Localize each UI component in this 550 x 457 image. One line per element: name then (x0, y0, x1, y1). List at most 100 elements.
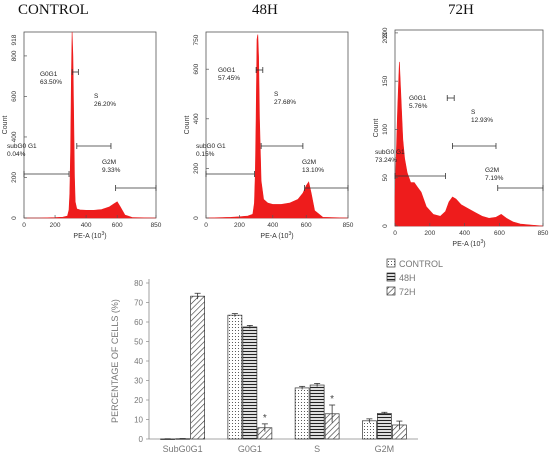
y-tick-label: 200 (11, 172, 18, 183)
y-tick-label: 0 (11, 216, 18, 220)
gate-percent: 26.20% (94, 101, 116, 108)
histogram-area (24, 31, 157, 219)
y-tick-label: 50 (382, 174, 389, 182)
y-tick-label: 0 (193, 216, 200, 220)
gate-percent: 12.93% (471, 117, 493, 124)
x-tick-label: 400 (81, 222, 92, 229)
bar-chart-cell-cycle: 0 10 20 30 40 50 60 70 80 PERCENTAGE OF CELLS (%)… (110, 258, 443, 454)
y-tick-label: 400 (11, 131, 18, 142)
y-tick-label: 400 (193, 113, 200, 124)
gate-percent: 7.19% (485, 175, 504, 182)
y-tick-label: 800 (11, 50, 18, 61)
legend-swatch (386, 272, 396, 282)
y-axis-label: Count (184, 116, 191, 135)
y-axis-label: Count (2, 116, 9, 135)
y-tick-label: 200 (193, 163, 200, 174)
y-max-label: 750 (193, 34, 200, 45)
x-axis-label: PE-A (103) (260, 231, 293, 240)
y-tick-label: 150 (382, 75, 389, 86)
gate-name: S (94, 93, 99, 100)
histogram-control: 0 200 400 600 800 918 Count 0 200 400 600 850 PE-A (… (2, 31, 162, 240)
y-tick-label: 0 (139, 435, 144, 444)
y-tick-label: 30 (134, 377, 143, 386)
x-tick-label: 600 (494, 230, 505, 237)
panel-title-72h: 72H (448, 2, 474, 18)
bar (227, 314, 243, 440)
x-tick-label: 200 (50, 222, 61, 229)
gate-percent: 5.76% (409, 103, 428, 110)
y-tick-label: 0 (382, 224, 389, 228)
x-axis-label: PE-A (103) (73, 231, 106, 240)
legend-swatch (386, 258, 396, 268)
x-tick-label: 200 (424, 230, 435, 237)
gate-percent: 73.24% (375, 157, 397, 164)
significance-marker: * (330, 394, 334, 405)
gate-percent: 0.15% (196, 151, 215, 158)
y-tick-label: 600 (193, 63, 200, 74)
y-axis-label: PERCENTAGE OF CELLS (%) (110, 299, 120, 423)
gate-name: G2M (302, 159, 316, 166)
plot-frame (23, 31, 157, 219)
legend-label: 48H (399, 273, 416, 283)
bar (294, 387, 310, 440)
x-tick-label: S (314, 444, 320, 454)
x-tick-label: 600 (112, 222, 123, 229)
x-tick-label: 0 (204, 222, 208, 229)
y-max-label: 203 (382, 32, 389, 43)
gate-name: G2M (485, 167, 499, 174)
y-axis-label: Count (373, 119, 380, 138)
significance-marker: * (263, 413, 267, 424)
legend-label: 72H (399, 287, 416, 297)
y-tick-label: 50 (134, 338, 143, 347)
x-tick-label: 200 (234, 222, 245, 229)
legend-swatch (386, 286, 396, 296)
gate-name: subG0 G1 (375, 149, 405, 156)
x-tick-label: SubG0G1 (163, 444, 203, 454)
plot-frame (205, 31, 349, 219)
x-tick-label: 600 (301, 222, 312, 229)
y-tick-label: 40 (134, 357, 143, 366)
histogram-area (205, 34, 349, 219)
gate-name: G2M (102, 159, 116, 166)
x-tick-label: G0G1 (238, 444, 262, 454)
bar (362, 420, 377, 440)
panel-title-48h: 48H (252, 2, 278, 18)
gate-name: S (274, 91, 279, 98)
x-tick-label: 400 (459, 230, 470, 237)
x-tick-label: 850 (538, 230, 549, 237)
y-max-label: 918 (11, 34, 18, 45)
x-tick-label: G2M (375, 444, 395, 454)
y-tick-label: 80 (134, 279, 143, 288)
x-tick-label: 400 (267, 222, 278, 229)
x-axis-label: PE-A (103) (452, 239, 485, 248)
gate-percent: 0.04% (7, 151, 26, 158)
bar (309, 384, 325, 440)
legend-label: CONTROL (399, 259, 443, 269)
x-tick-label: 850 (151, 222, 162, 229)
y-tick-label: 10 (134, 416, 143, 425)
gate-name: G0G1 (409, 95, 427, 102)
gate-percent: 63.50% (40, 79, 62, 86)
gate-name: G0G1 (40, 71, 58, 78)
gate-name: subG0 G1 (7, 143, 37, 150)
gate-percent: 13.10% (302, 167, 324, 174)
x-tick-label: 850 (343, 222, 354, 229)
gate-name: subG0 G1 (196, 143, 226, 150)
gate-percent: 9.33% (102, 167, 121, 174)
gate-name: S (471, 109, 476, 116)
gate-percent: 27.68% (274, 99, 296, 106)
y-tick-label: 200 (382, 27, 389, 38)
bar (377, 413, 392, 440)
panel-title-control: CONTROL (18, 2, 89, 18)
y-tick-label: 20 (134, 396, 143, 405)
y-tick-label: 600 (11, 91, 18, 102)
bar (190, 295, 205, 440)
gate-percent: 57.45% (218, 75, 240, 82)
y-tick-label: 60 (134, 318, 143, 327)
gate-name: G0G1 (218, 67, 236, 74)
bar (242, 326, 258, 440)
x-tick-label: 0 (393, 230, 397, 237)
histogram-48h: 0 200 400 600 750 Count 0 200 400 600 850 PE-A (103… (184, 31, 354, 240)
y-tick-label: 70 (134, 299, 143, 308)
